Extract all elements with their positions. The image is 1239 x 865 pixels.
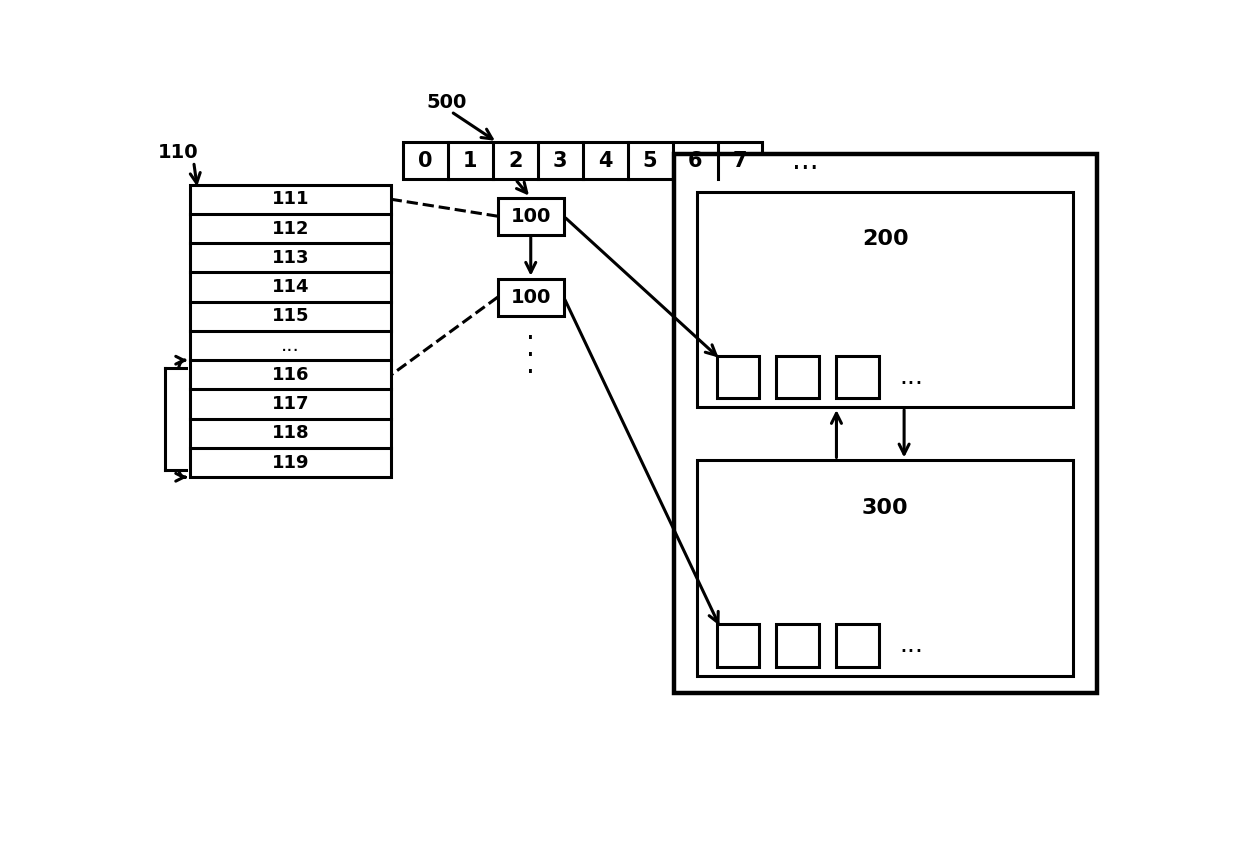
Text: 110: 110	[157, 143, 198, 162]
Text: 117: 117	[271, 395, 310, 413]
Text: 113: 113	[271, 249, 310, 266]
FancyBboxPatch shape	[777, 356, 819, 398]
FancyBboxPatch shape	[777, 625, 819, 667]
Text: ...: ...	[281, 336, 300, 355]
FancyBboxPatch shape	[403, 143, 762, 179]
Text: 6: 6	[688, 151, 703, 170]
FancyBboxPatch shape	[836, 625, 878, 667]
Text: 1: 1	[463, 151, 477, 170]
Text: 115: 115	[271, 307, 310, 325]
FancyBboxPatch shape	[716, 625, 760, 667]
FancyBboxPatch shape	[716, 356, 760, 398]
Text: 200: 200	[862, 229, 908, 249]
Text: 5: 5	[643, 151, 658, 170]
Text: 118: 118	[271, 425, 310, 442]
Text: 112: 112	[271, 220, 310, 238]
FancyBboxPatch shape	[498, 198, 564, 234]
Text: ·: ·	[527, 342, 535, 369]
Text: ·: ·	[527, 324, 535, 353]
FancyBboxPatch shape	[836, 356, 878, 398]
Text: 3: 3	[553, 151, 567, 170]
Text: 116: 116	[271, 366, 310, 384]
Text: ...: ...	[900, 365, 923, 388]
Text: ...: ...	[900, 633, 923, 657]
FancyBboxPatch shape	[674, 154, 1097, 693]
Text: 500: 500	[427, 93, 467, 112]
FancyBboxPatch shape	[698, 191, 1073, 407]
FancyBboxPatch shape	[190, 184, 392, 477]
Text: 100: 100	[510, 207, 551, 226]
Text: ...: ...	[792, 147, 819, 175]
FancyBboxPatch shape	[498, 279, 564, 316]
FancyBboxPatch shape	[698, 460, 1073, 676]
Text: 114: 114	[271, 278, 310, 296]
Text: 119: 119	[271, 453, 310, 471]
Text: ·: ·	[527, 358, 535, 387]
Text: 300: 300	[862, 497, 908, 518]
Text: 0: 0	[418, 151, 432, 170]
Text: 111: 111	[271, 190, 310, 208]
Text: 2: 2	[508, 151, 523, 170]
Text: 4: 4	[598, 151, 612, 170]
Text: 7: 7	[732, 151, 747, 170]
Text: 100: 100	[510, 287, 551, 306]
